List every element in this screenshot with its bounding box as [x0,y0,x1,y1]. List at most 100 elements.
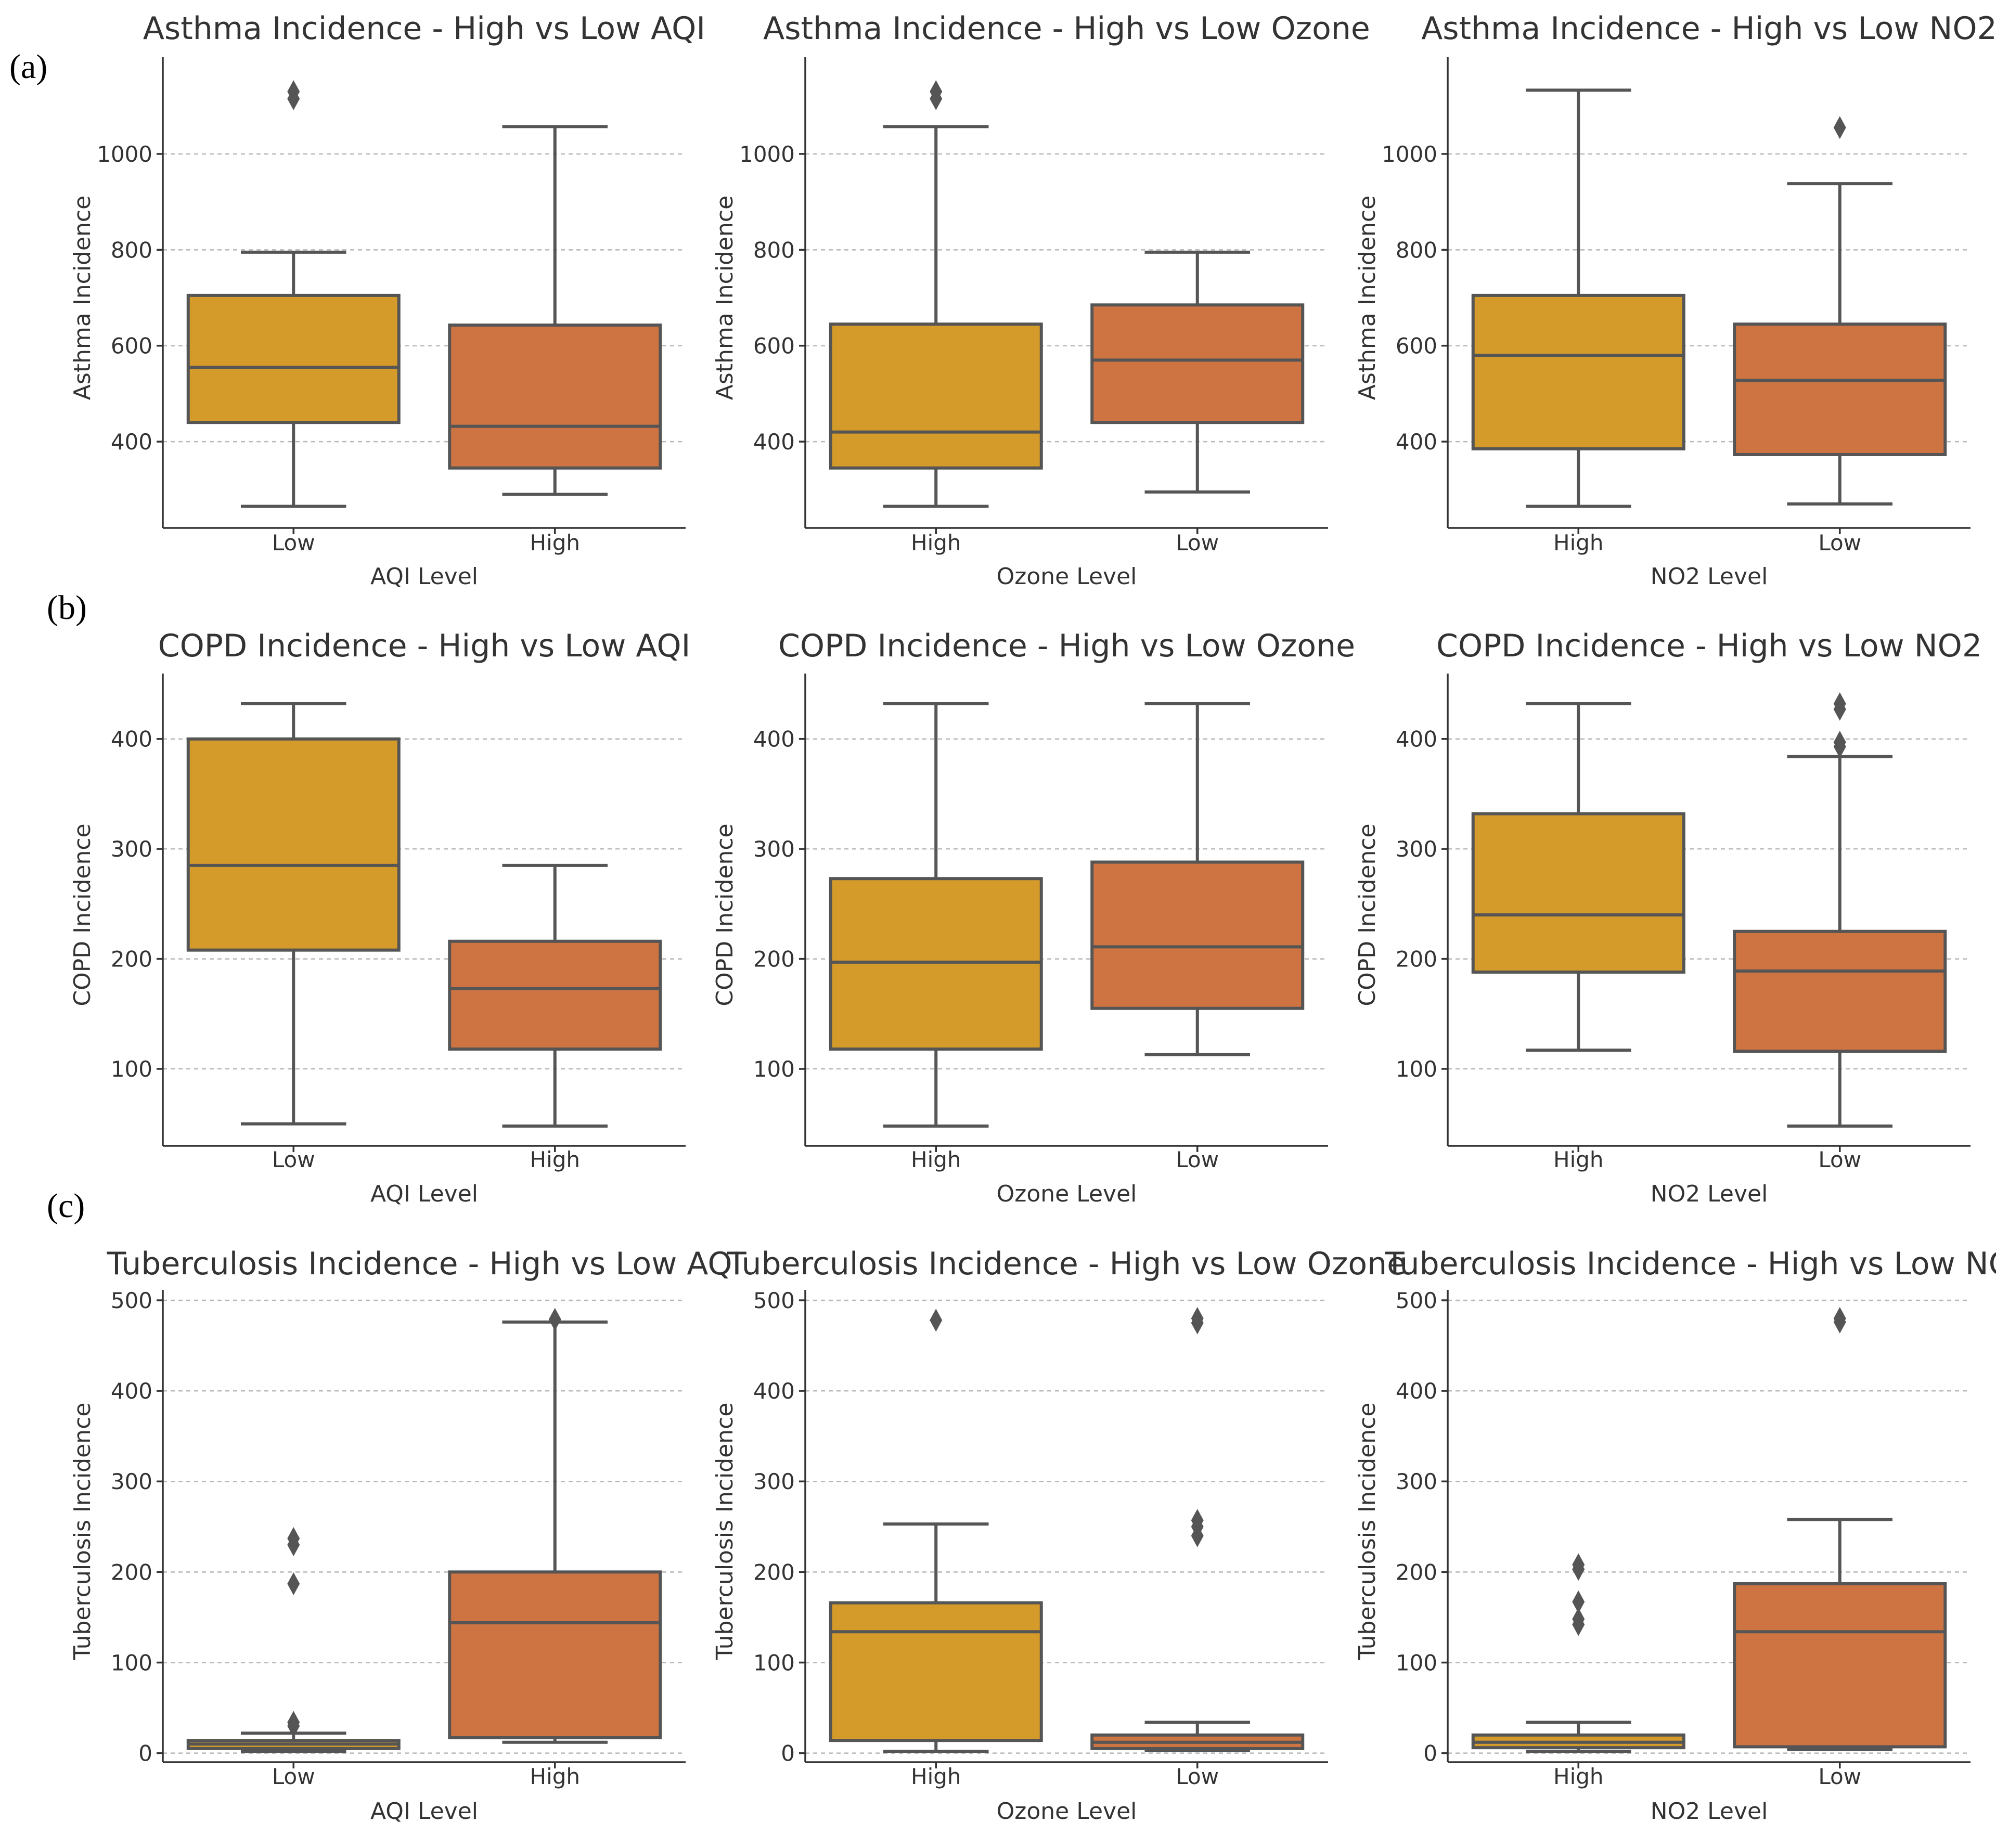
y-tick-label: 600 [753,333,795,359]
y-axis-label: Asthma Incidence [1354,196,1381,400]
outlier-point [930,80,943,104]
chart-title: Tuberculosis Incidence - High vs Low NO2 [1385,1246,1996,1282]
y-tick-label: 400 [111,429,152,455]
x-tick-label: High [530,530,580,555]
x-tick-label: High [911,1764,961,1789]
y-tick-label: 1000 [739,141,795,167]
chart-title: Asthma Incidence - High vs Low NO2 [1421,10,1996,47]
x-tick-label: Low [1176,1764,1219,1789]
outlier-point [548,1308,561,1331]
chart-2: 400 600 800 1000 High Low Asthma Incidence - H… [1354,10,1996,590]
box-high [448,939,662,1051]
chart-7: 0 100 200 300 400 500 High Low Tuberculosis Inci… [712,1246,1406,1825]
x-tick-label: Low [272,1147,315,1172]
y-tick-label: 200 [753,947,795,972]
y-tick-label: 300 [1396,1469,1437,1494]
box-high [1471,293,1685,450]
y-tick-label: 200 [1396,1559,1437,1585]
y-tick-label: 500 [753,1288,795,1313]
panel-label-b: (b) [47,589,87,627]
chart-title: COPD Incidence - High vs Low Ozone [778,628,1355,664]
x-axis-label: Ozone Level [997,563,1137,590]
y-tick-label: 300 [1396,836,1437,862]
y-axis-label: Asthma Incidence [69,196,96,400]
y-axis-label: Tuberculosis Incidence [1354,1403,1381,1661]
y-tick-label: 0 [138,1741,152,1766]
x-axis-label: NO2 Level [1651,1798,1768,1825]
chart-title: COPD Incidence - High vs Low NO2 [1436,628,1982,664]
x-tick-label: Low [1818,1147,1861,1172]
x-tick-label: High [1553,1147,1604,1172]
y-axis-label: COPD Incidence [69,823,96,1006]
y-tick-label: 300 [753,1469,795,1494]
y-tick-label: 400 [753,429,795,455]
y-tick-label: 100 [753,1650,795,1675]
outlier-point [930,1309,943,1332]
y-tick-label: 600 [1396,333,1437,359]
x-tick-label: High [530,1147,580,1172]
y-axis-label: COPD Incidence [1354,823,1381,1006]
chart-title: Asthma Incidence - High vs Low AQI [143,10,705,47]
x-tick-label: High [530,1764,580,1789]
y-tick-label: 500 [1396,1288,1437,1313]
x-tick-label: High [911,530,961,555]
box-high [829,877,1043,1051]
outlier-point [1833,692,1846,716]
box-high [829,1601,1043,1742]
y-tick-label: 400 [1396,727,1437,752]
outlier-point [1572,1553,1585,1576]
y-tick-label: 1000 [1382,141,1437,167]
y-tick-label: 400 [1396,1378,1437,1404]
chart-title: Tuberculosis Incidence - High vs Low AQI [107,1246,742,1282]
box-low [186,293,401,424]
y-tick-label: 100 [753,1056,795,1082]
x-tick-label: Low [1176,1147,1219,1172]
y-tick-label: 500 [111,1288,152,1313]
x-tick-label: Low [272,530,315,555]
y-tick-label: 400 [111,1378,152,1404]
y-tick-label: 300 [111,1469,152,1494]
y-tick-label: 800 [111,237,152,263]
y-tick-label: 400 [1396,429,1437,455]
x-axis-label: AQI Level [370,1181,478,1207]
y-tick-label: 0 [1423,1741,1437,1766]
box-low [1090,303,1305,424]
chart-title: COPD Incidence - High vs Low AQI [158,628,691,664]
y-tick-label: 300 [111,836,152,862]
outlier-point [1572,1590,1585,1613]
y-axis-label: COPD Incidence [712,823,738,1006]
y-tick-label: 100 [1396,1056,1437,1082]
x-tick-label: Low [1818,530,1861,555]
chart-4: 100 200 300 400 High Low COPD Incidence - High… [712,628,1355,1207]
x-tick-label: Low [1818,1764,1861,1789]
chart-8: 0 100 200 300 400 500 High Low Tuberculosis Inci… [1354,1246,1996,1825]
box-low [1733,322,1947,456]
box-low [1090,860,1305,1010]
x-axis-label: AQI Level [370,1798,478,1825]
chart-title: Asthma Incidence - High vs Low Ozone [763,10,1370,47]
y-axis-label: Asthma Incidence [712,196,738,400]
chart-6: 0 100 200 300 400 500 Low High Tuberculosis Inci… [69,1246,741,1825]
box-low [1733,929,1947,1053]
y-tick-label: 200 [111,1559,152,1585]
chart-0: 400 600 800 1000 Low High Asthma Incidence - H… [69,10,705,590]
outlier-point [287,80,300,104]
chart-title: Tuberculosis Incidence - High vs Low Ozo… [727,1246,1406,1282]
box-low [186,737,401,952]
y-tick-label: 400 [753,727,795,752]
x-axis-label: NO2 Level [1651,563,1768,590]
x-axis-label: Ozone Level [997,1798,1137,1825]
y-tick-label: 400 [111,727,152,752]
box-high [1471,812,1685,974]
y-tick-label: 100 [1396,1650,1437,1675]
y-tick-label: 300 [753,836,795,862]
chart-3: 100 200 300 400 Low High COPD Incidence - High… [69,628,690,1207]
y-tick-label: 200 [753,1559,795,1585]
x-tick-label: High [1553,530,1604,555]
outlier-point [287,1711,300,1734]
y-tick-label: 200 [1396,947,1437,972]
outlier-point [1191,1307,1204,1330]
box-high [448,324,662,470]
